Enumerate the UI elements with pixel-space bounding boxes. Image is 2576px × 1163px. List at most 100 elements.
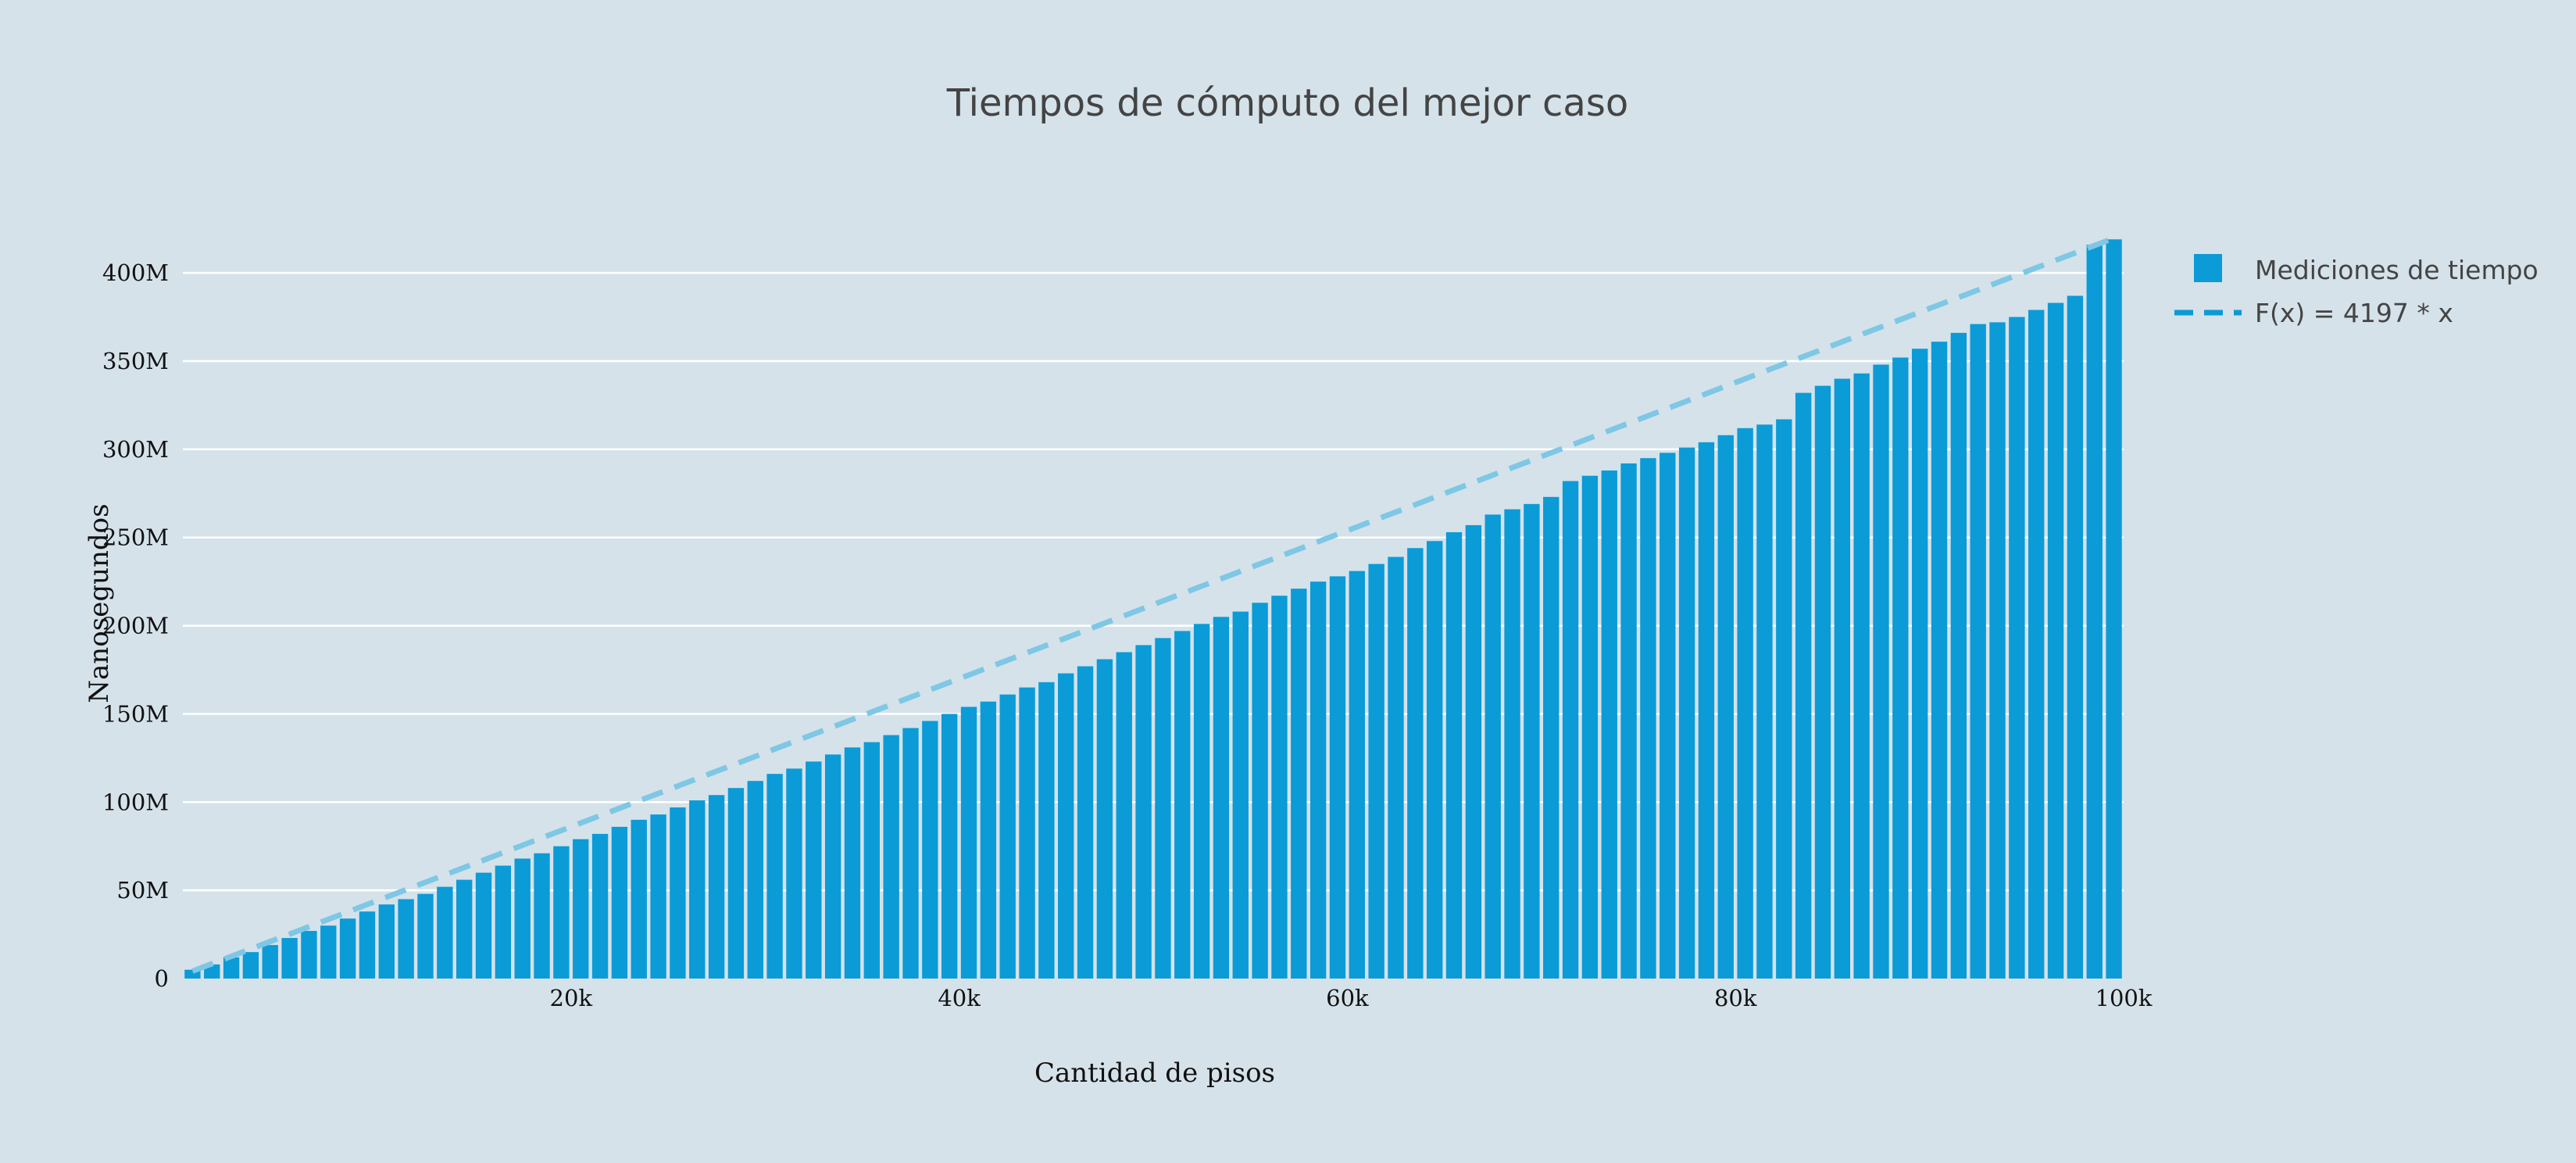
bar-51[interactable] [1155, 638, 1171, 979]
bar-56[interactable] [1252, 603, 1268, 979]
bar-77[interactable] [1660, 453, 1676, 979]
bar-42[interactable] [980, 701, 997, 979]
bar-7[interactable] [301, 931, 317, 979]
bar-85[interactable] [1814, 385, 1831, 979]
bar-79[interactable] [1698, 442, 1715, 979]
bar-59[interactable] [1309, 582, 1327, 979]
bar-12[interactable] [398, 899, 414, 979]
bar-75[interactable] [1620, 463, 1637, 979]
bar-100[interactable] [2106, 239, 2122, 979]
bar-57[interactable] [1271, 596, 1288, 979]
bar-27[interactable] [689, 800, 706, 979]
bar-83[interactable] [1776, 419, 1792, 979]
bar-87[interactable] [1853, 373, 1870, 979]
bar-36[interactable] [863, 742, 881, 979]
bar-70[interactable] [1524, 503, 1540, 979]
bar-35[interactable] [844, 747, 861, 979]
bar-39[interactable] [922, 721, 938, 979]
bar-73[interactable] [1581, 475, 1599, 979]
bar-33[interactable] [806, 761, 822, 979]
bar-65[interactable] [1426, 541, 1443, 979]
bar-20[interactable] [553, 846, 570, 979]
bar-89[interactable] [1892, 357, 1909, 979]
bar-46[interactable] [1058, 673, 1074, 979]
legend-item-bars[interactable]: Mediciones de tiempo [2194, 254, 2538, 285]
bar-5[interactable] [262, 945, 278, 979]
bar-25[interactable] [650, 814, 666, 979]
bar-14[interactable] [437, 886, 453, 979]
bar-81[interactable] [1737, 428, 1753, 979]
bar-19[interactable] [534, 853, 550, 979]
bar-88[interactable] [1873, 364, 1889, 979]
bar-8[interactable] [320, 925, 337, 979]
bar-62[interactable] [1368, 564, 1384, 979]
bar-99[interactable] [2086, 245, 2103, 979]
bar-18[interactable] [514, 858, 531, 979]
bar-50[interactable] [1135, 645, 1152, 979]
bar-67[interactable] [1465, 524, 1482, 979]
bar-55[interactable] [1232, 611, 1249, 979]
bar-53[interactable] [1193, 624, 1210, 979]
bar-84[interactable] [1795, 392, 1812, 979]
bar-43[interactable] [999, 694, 1016, 979]
bar-66[interactable] [1445, 531, 1463, 979]
bar-34[interactable] [824, 754, 841, 979]
bar-4[interactable] [242, 952, 259, 979]
legend-item-line[interactable]: F(x) = 4197 * x [2174, 298, 2453, 328]
bar-86[interactable] [1834, 378, 1851, 979]
bar-29[interactable] [727, 788, 745, 979]
bar-6[interactable] [281, 938, 298, 979]
bar-64[interactable] [1407, 548, 1424, 979]
bar-69[interactable] [1504, 509, 1520, 979]
bar-24[interactable] [631, 819, 647, 979]
bar-98[interactable] [2067, 295, 2084, 979]
bar-13[interactable] [417, 893, 434, 979]
bar-30[interactable] [747, 781, 763, 979]
bar-68[interactable] [1485, 514, 1501, 979]
bar-96[interactable] [2028, 310, 2045, 979]
bar-58[interactable] [1291, 589, 1307, 979]
bar-78[interactable] [1678, 447, 1695, 979]
bar-22[interactable] [591, 833, 609, 979]
bar-95[interactable] [2009, 317, 2025, 979]
bar-61[interactable] [1349, 571, 1366, 979]
bar-10[interactable] [359, 911, 376, 979]
bar-76[interactable] [1640, 458, 1656, 979]
bar-17[interactable] [495, 865, 512, 979]
bar-3[interactable] [223, 957, 240, 979]
bar-91[interactable] [1931, 342, 1948, 979]
bar-31[interactable] [766, 774, 783, 979]
bar-80[interactable] [1717, 435, 1734, 979]
bar-38[interactable] [902, 728, 919, 979]
legend[interactable]: Mediciones de tiempo F(x) = 4197 * x [2174, 254, 2538, 328]
bar-49[interactable] [1116, 652, 1132, 979]
bar-11[interactable] [378, 904, 395, 979]
bar-41[interactable] [960, 707, 977, 979]
bar-26[interactable] [670, 807, 686, 979]
bar-94[interactable] [1989, 322, 2006, 979]
bar-92[interactable] [1950, 332, 1967, 979]
bar-93[interactable] [1970, 324, 1986, 979]
bar-23[interactable] [611, 826, 628, 979]
bar-60[interactable] [1329, 576, 1346, 979]
bar-21[interactable] [573, 839, 589, 979]
bar-82[interactable] [1756, 424, 1773, 979]
bar-15[interactable] [456, 879, 473, 979]
bar-63[interactable] [1388, 556, 1404, 979]
bar-45[interactable] [1038, 682, 1055, 979]
bar-71[interactable] [1543, 496, 1560, 979]
bar-97[interactable] [2047, 302, 2064, 979]
bar-32[interactable] [786, 768, 802, 979]
bar-40[interactable] [941, 714, 958, 979]
bar-28[interactable] [708, 795, 725, 979]
bar-90[interactable] [1911, 349, 1928, 979]
bar-16[interactable] [475, 872, 492, 979]
bar-44[interactable] [1019, 687, 1035, 979]
bar-74[interactable] [1601, 470, 1617, 979]
bar-52[interactable] [1174, 631, 1191, 979]
bar-9[interactable] [339, 918, 356, 979]
bar-47[interactable] [1077, 666, 1094, 979]
bar-48[interactable] [1096, 659, 1113, 979]
bar-72[interactable] [1562, 481, 1579, 979]
bar-1[interactable] [184, 969, 201, 979]
